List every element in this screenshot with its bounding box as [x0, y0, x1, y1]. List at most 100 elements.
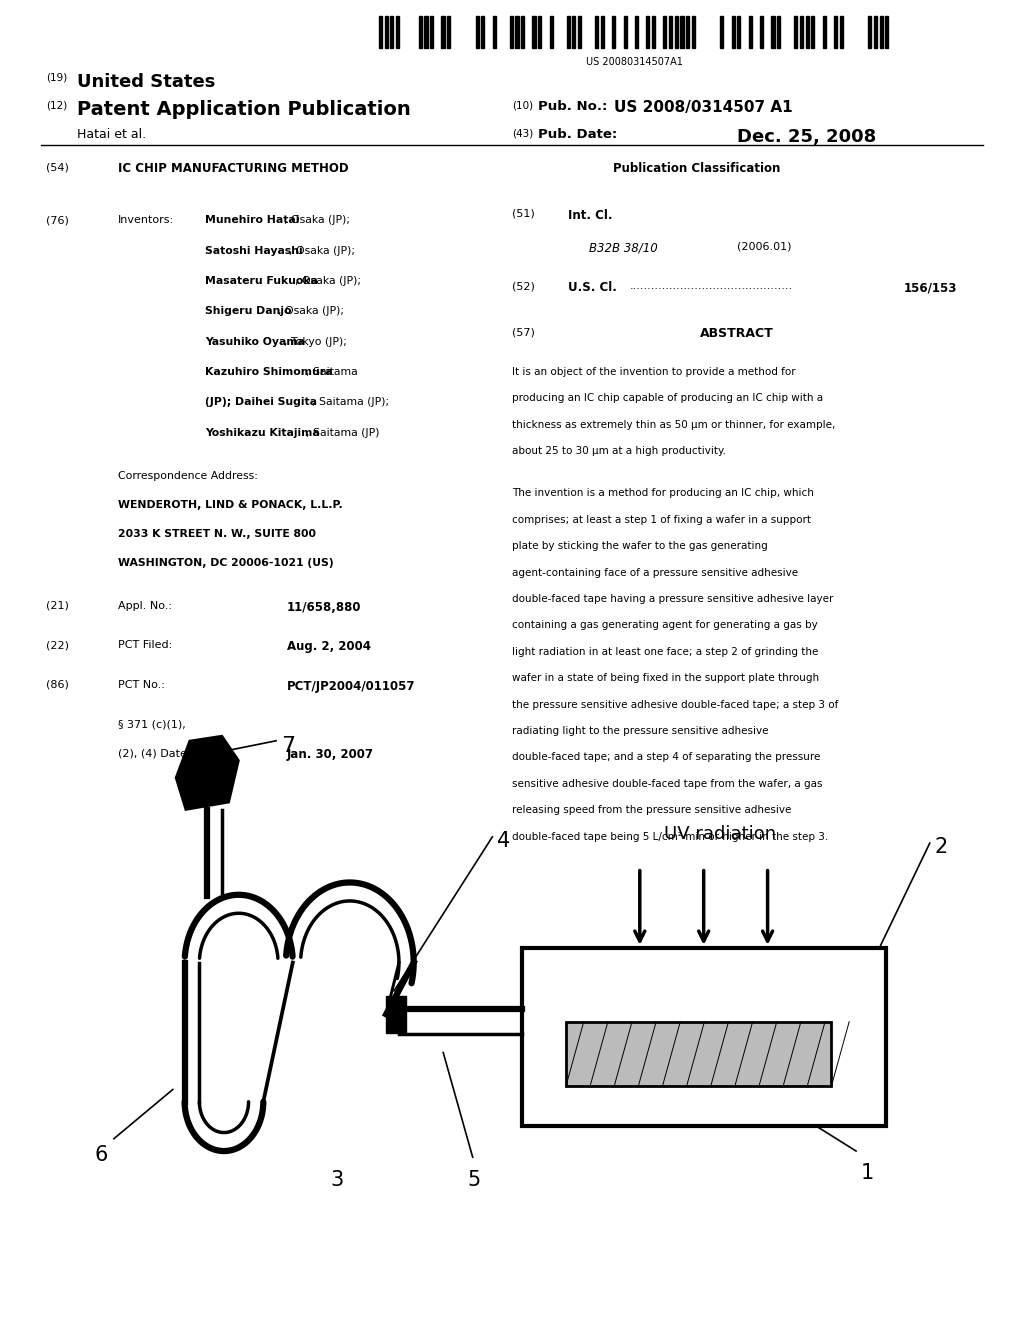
Text: .............................................: ........................................… [630, 281, 793, 292]
Bar [385, 16, 388, 48]
Text: Int. Cl.: Int. Cl. [568, 209, 612, 222]
Text: (JP); Daihei Sugita: (JP); Daihei Sugita [205, 397, 316, 408]
Bar [578, 16, 582, 48]
Text: , Tokyo (JP);: , Tokyo (JP); [284, 337, 346, 347]
Text: 2: 2 [935, 837, 948, 857]
Text: (21): (21) [46, 601, 69, 611]
Bar [424, 16, 428, 48]
Text: 5: 5 [468, 1170, 481, 1189]
Text: WASHINGTON, DC 20006-1021 (US): WASHINGTON, DC 20006-1021 (US) [118, 558, 334, 569]
Bar [624, 16, 627, 48]
Text: US 20080314507A1: US 20080314507A1 [587, 57, 683, 67]
Bar [646, 16, 649, 48]
Text: comprises; at least a step 1 of fixing a wafer in a support: comprises; at least a step 1 of fixing a… [512, 515, 811, 525]
Bar [880, 16, 883, 48]
Bar [885, 16, 889, 48]
Text: (12): (12) [46, 100, 68, 111]
Bar [749, 16, 752, 48]
Text: (76): (76) [46, 215, 69, 226]
Text: Correspondence Address:: Correspondence Address: [118, 471, 258, 482]
Text: , Osaka (JP);: , Osaka (JP); [295, 276, 360, 286]
Text: thickness as extremely thin as 50 μm or thinner, for example,: thickness as extremely thin as 50 μm or … [512, 420, 836, 430]
Bar [692, 16, 695, 48]
Text: (51): (51) [512, 209, 535, 219]
Bar [806, 16, 809, 48]
Bar [572, 16, 575, 48]
Bar [840, 16, 843, 48]
Text: B32B 38/10: B32B 38/10 [589, 242, 657, 255]
Bar [680, 16, 684, 48]
Polygon shape [176, 735, 239, 809]
Text: UV radiation: UV radiation [665, 825, 776, 843]
Bar [800, 16, 803, 48]
Text: (19): (19) [46, 73, 68, 83]
Text: light radiation in at least one face; a step 2 of grinding the: light radiation in at least one face; a … [512, 647, 818, 657]
Text: Appl. No.:: Appl. No.: [118, 601, 172, 611]
Text: PCT/JP2004/011057: PCT/JP2004/011057 [287, 680, 415, 693]
Text: Jan. 30, 2007: Jan. 30, 2007 [287, 748, 374, 762]
Bar [441, 16, 444, 48]
Text: double-faced tape having a pressure sensitive adhesive layer: double-faced tape having a pressure sens… [512, 594, 834, 605]
Text: Satoshi Hayashi: Satoshi Hayashi [205, 246, 302, 256]
Text: WENDEROTH, LIND & PONACK, L.L.P.: WENDEROTH, LIND & PONACK, L.L.P. [118, 500, 342, 511]
Text: Hatai et al.: Hatai et al. [77, 128, 146, 141]
Text: United States: United States [77, 73, 215, 91]
Text: 1: 1 [861, 1163, 874, 1183]
Text: 6: 6 [94, 1144, 108, 1164]
Text: 7: 7 [281, 735, 295, 756]
Text: about 25 to 30 μm at a high productivity.: about 25 to 30 μm at a high productivity… [512, 446, 726, 457]
Text: U.S. Cl.: U.S. Cl. [568, 281, 617, 294]
Text: It is an object of the invention to provide a method for: It is an object of the invention to prov… [512, 367, 796, 378]
Bar [379, 16, 382, 48]
Text: wafer in a state of being fixed in the support plate through: wafer in a state of being fixed in the s… [512, 673, 819, 684]
Text: radiating light to the pressure sensitive adhesive: radiating light to the pressure sensitiv… [512, 726, 768, 737]
Text: (52): (52) [512, 281, 535, 292]
Bar [481, 16, 484, 48]
Bar [419, 16, 422, 48]
Bar [675, 16, 678, 48]
Text: PCT Filed:: PCT Filed: [118, 640, 172, 651]
Text: Pub. No.:: Pub. No.: [538, 100, 607, 114]
Bar [868, 16, 871, 48]
Bar [521, 16, 524, 48]
Text: Publication Classification: Publication Classification [612, 162, 780, 176]
Text: , Saitama: , Saitama [306, 367, 358, 378]
Text: Aug. 2, 2004: Aug. 2, 2004 [287, 640, 371, 653]
Text: (43): (43) [512, 128, 534, 139]
Text: US 2008/0314507 A1: US 2008/0314507 A1 [614, 100, 793, 115]
Text: , Saitama (JP): , Saitama (JP) [306, 428, 380, 438]
Text: (57): (57) [512, 327, 535, 338]
Bar [731, 16, 735, 48]
Text: The invention is a method for producing an IC chip, which: The invention is a method for producing … [512, 488, 814, 499]
Text: (54): (54) [46, 162, 69, 173]
Text: (2006.01): (2006.01) [737, 242, 792, 252]
Bar [811, 16, 814, 48]
Text: Shigeru Danjo: Shigeru Danjo [205, 306, 291, 317]
Text: Pub. Date:: Pub. Date: [538, 128, 616, 141]
Bar [515, 16, 518, 48]
Bar [493, 16, 496, 48]
Text: (86): (86) [46, 680, 69, 690]
Text: IC CHIP MANUFACTURING METHOD: IC CHIP MANUFACTURING METHOD [118, 162, 348, 176]
Text: , Osaka (JP);: , Osaka (JP); [284, 215, 349, 226]
Bar [510, 16, 513, 48]
Text: (2), (4) Date:: (2), (4) Date: [118, 748, 190, 759]
Text: PCT No.:: PCT No.: [118, 680, 165, 690]
Text: sensitive adhesive double-faced tape from the wafer, a gas: sensitive adhesive double-faced tape fro… [512, 779, 822, 789]
Text: (10): (10) [512, 100, 534, 111]
Bar [595, 16, 598, 48]
Bar [601, 16, 604, 48]
Bar [475, 16, 478, 48]
Bar [771, 16, 774, 48]
Bar [430, 16, 433, 48]
Text: plate by sticking the wafer to the gas generating: plate by sticking the wafer to the gas g… [512, 541, 768, 552]
Bar [447, 16, 451, 48]
Bar [737, 16, 740, 48]
Bar [760, 16, 763, 48]
Text: producing an IC chip capable of producing an IC chip with a: producing an IC chip capable of producin… [512, 393, 823, 404]
Bar [777, 16, 780, 48]
Bar [386, 995, 406, 1032]
Text: 2033 K STREET N. W., SUITE 800: 2033 K STREET N. W., SUITE 800 [118, 529, 315, 540]
Text: 3: 3 [330, 1170, 343, 1189]
Text: § 371 (c)(1),: § 371 (c)(1), [118, 719, 185, 730]
